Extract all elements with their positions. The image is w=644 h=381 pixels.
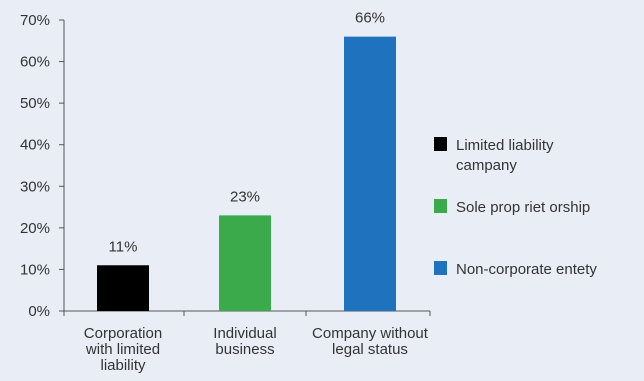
legend-label: Sole prop riet orship [456,199,590,216]
data-label: 23% [230,188,260,205]
x-category-label: Individual business [213,325,276,358]
x-category-label-line: with limited [85,341,160,358]
y-tick-label: 10% [20,261,50,278]
legend-label-line: Non-corporate entety [456,261,597,278]
x-category-label-line: business [215,341,274,358]
data-label: 11% [109,238,138,255]
bar [97,265,149,311]
legend-label: Non-corporate entety [456,261,597,278]
x-category-label-line: liability [100,357,146,374]
y-tick-label: 70% [20,12,50,29]
bar [219,215,271,311]
legend-swatch [434,261,447,275]
legend-swatch [434,199,447,213]
y-tick-label: 20% [20,220,50,237]
data-label: 66% [355,10,385,27]
x-category-label-line: legal status [332,341,408,358]
x-category-label-line: Company without [312,325,429,342]
legend-swatch [434,137,447,151]
y-tick-label: 60% [20,54,50,71]
y-tick-label: 0% [28,303,50,320]
x-category-label-line: Corporation [84,325,162,342]
legend-label-line: Limited liability [456,137,554,154]
x-category-label: Company without legal status [312,325,429,358]
y-tick-label: 50% [20,95,50,112]
bar [344,36,396,311]
x-category-label-line: Individual [213,325,276,342]
legend-label-line: campany [456,157,517,174]
x-category-label: Corporation with limited liability [84,325,162,374]
y-tick-label: 40% [20,137,50,154]
legend-label: Limited liability campany [456,137,554,174]
legend-label-line: Sole prop riet orship [456,199,590,216]
y-tick-label: 30% [20,178,50,195]
